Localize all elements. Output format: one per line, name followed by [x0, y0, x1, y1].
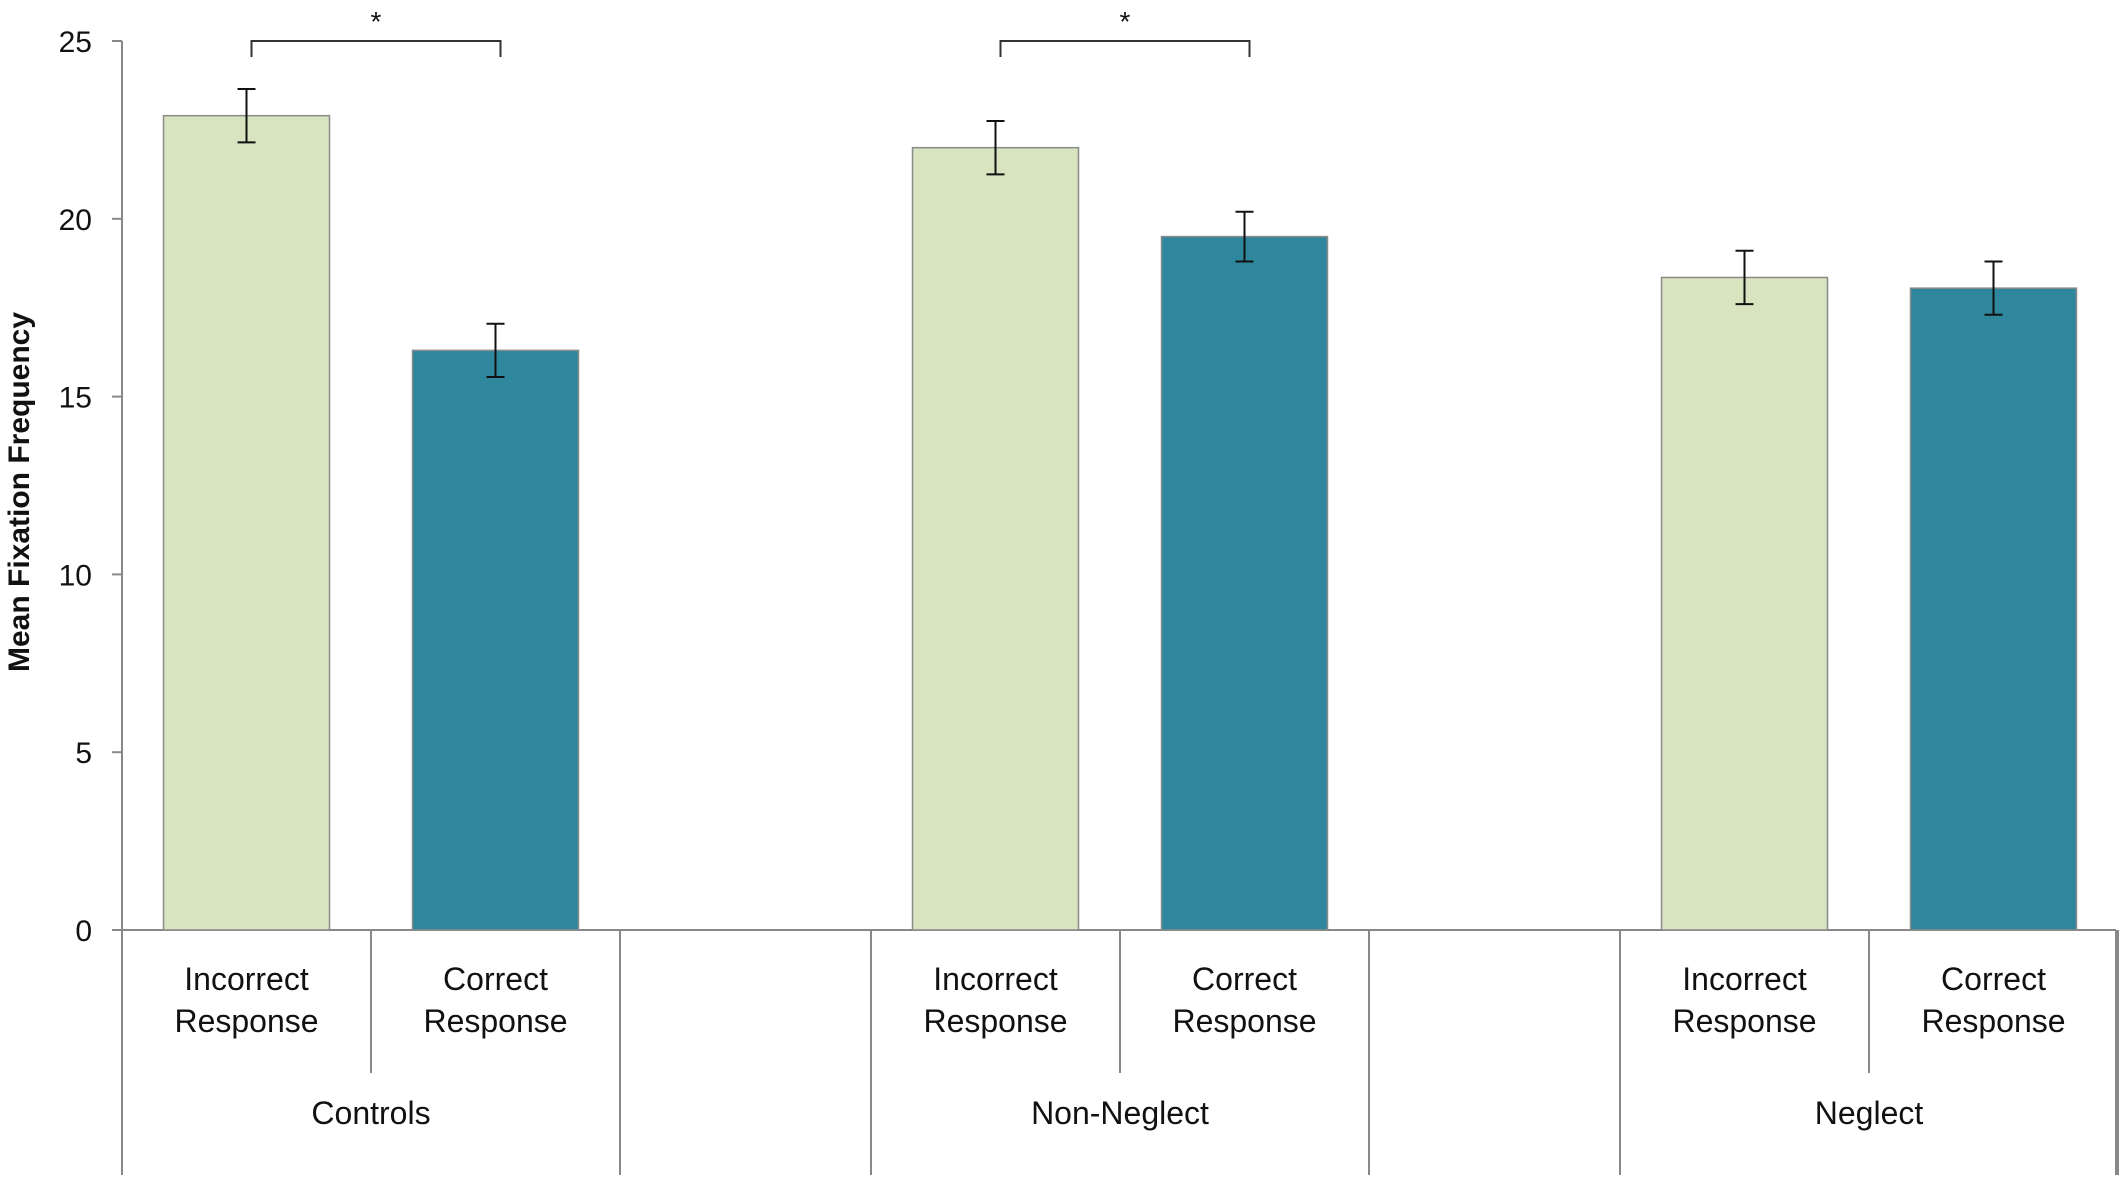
category-label: Response [423, 1003, 567, 1039]
category-label: Incorrect [933, 961, 1058, 997]
category-label: Correct [1941, 961, 2046, 997]
category-label: Response [1172, 1003, 1316, 1039]
group-label: Neglect [1815, 1095, 1924, 1131]
category-label: Incorrect [184, 961, 309, 997]
bar [1660, 276, 1829, 931]
bar [1909, 287, 2078, 931]
significance-bracket [250, 40, 502, 57]
significance-bracket [999, 40, 1251, 57]
y-tick-label: 20 [59, 204, 92, 237]
y-tick-label: 15 [59, 382, 92, 415]
bar [911, 146, 1080, 931]
bar [162, 114, 331, 931]
y-tick-label: 5 [75, 737, 92, 770]
y-tick-label: 0 [75, 915, 92, 948]
bars [162, 114, 2078, 931]
category-label: Response [1672, 1003, 1816, 1039]
group-label: Non-Neglect [1031, 1095, 1209, 1131]
y-tick-label: 25 [59, 26, 92, 59]
error-bars [237, 88, 2003, 379]
significance-brackets: * * [250, 6, 1251, 57]
bar [411, 349, 580, 931]
axis-labels: Incorrect Response Correct Response Controls… [174, 961, 2065, 1131]
category-label: Response [923, 1003, 1067, 1039]
bar [1160, 235, 1329, 931]
group-label: Controls [311, 1095, 430, 1131]
category-label: Response [1921, 1003, 2065, 1039]
y-tick-label: 10 [59, 559, 92, 592]
significance-label: * [371, 6, 382, 37]
category-label: Response [174, 1003, 318, 1039]
significance-label: * [1120, 6, 1131, 37]
category-label: Incorrect [1682, 961, 1807, 997]
category-label: Correct [443, 961, 548, 997]
y-axis-label: Mean Fixation Frequency [3, 312, 36, 672]
category-label: Correct [1192, 961, 1297, 997]
